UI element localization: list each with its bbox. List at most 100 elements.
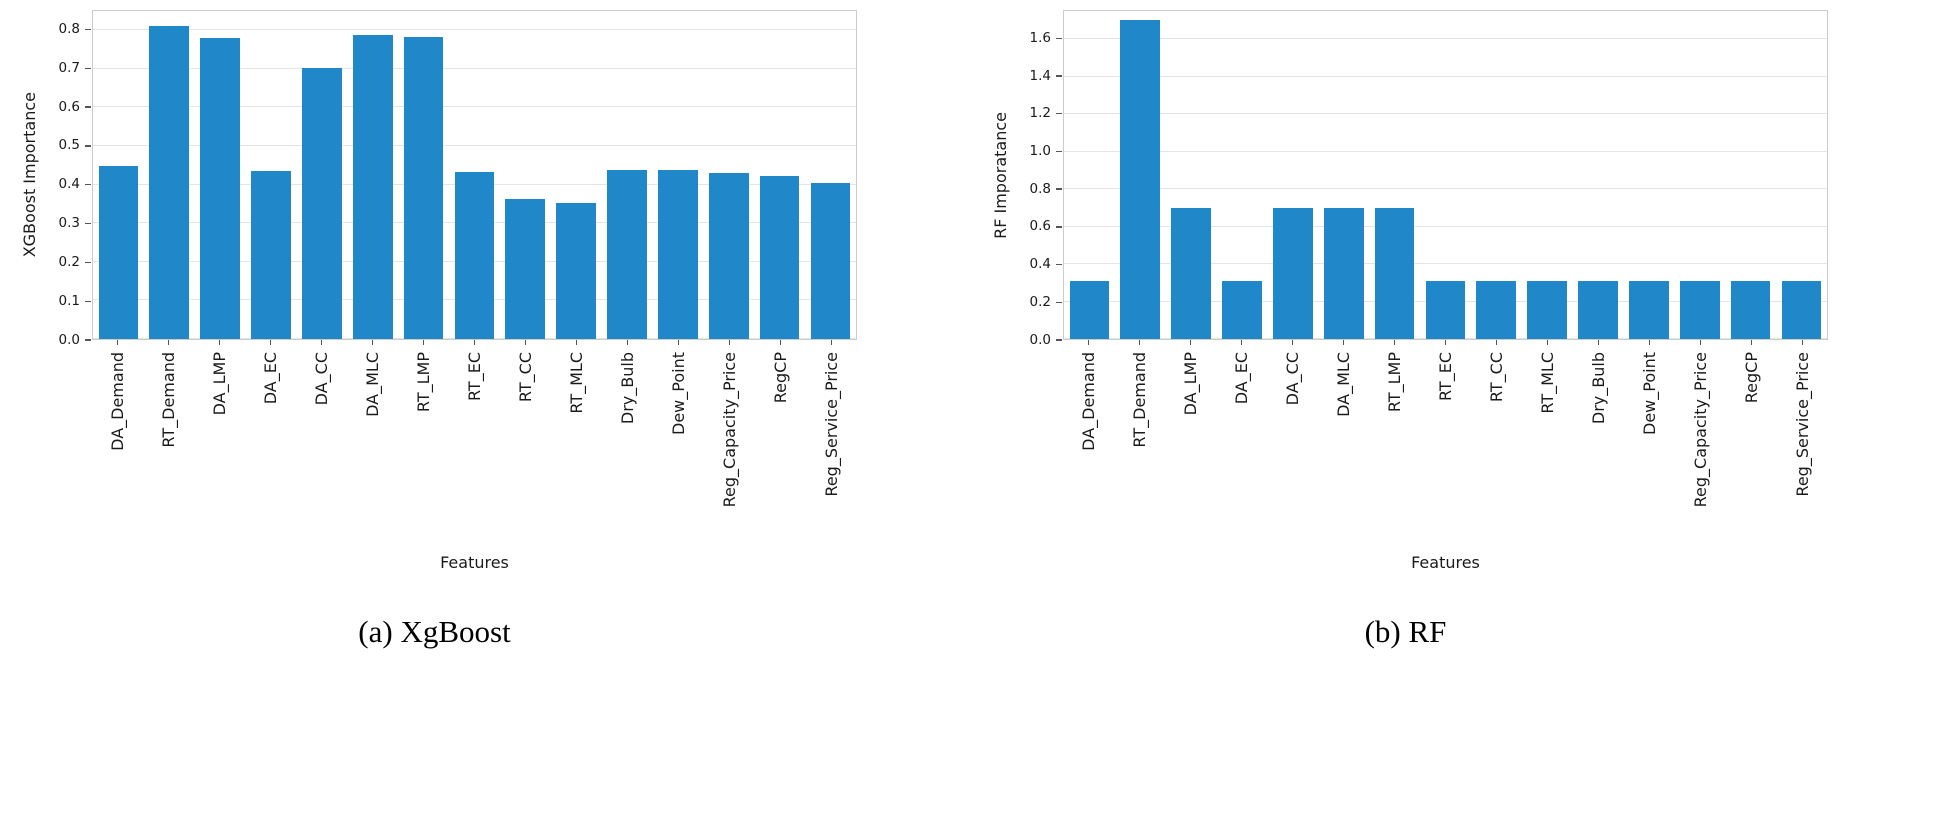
x-tick-mark bbox=[1495, 340, 1498, 345]
x-tick-mark bbox=[1444, 340, 1447, 345]
y-tick-mark bbox=[85, 261, 91, 264]
y-tick-label: 0.2 bbox=[1029, 293, 1051, 310]
x-tick-slot: RT_EC bbox=[1420, 340, 1471, 545]
x-tick-mark bbox=[371, 340, 374, 345]
x-tick-label: DA_CC bbox=[1282, 352, 1302, 406]
x-tick-slot: RegCP bbox=[1726, 340, 1777, 545]
x-tick-slot: RegCP bbox=[755, 340, 806, 545]
y-tick-mark bbox=[1056, 37, 1062, 39]
x-tick-label: DA_Demand bbox=[1078, 352, 1098, 451]
bar bbox=[149, 26, 190, 339]
bar-slot bbox=[754, 11, 805, 339]
gridline bbox=[93, 145, 856, 147]
y-tick-mark bbox=[85, 145, 91, 147]
bar-slot bbox=[93, 11, 144, 339]
y-axis-label-cell: RF Imporatance bbox=[983, 10, 1017, 340]
gridline bbox=[1064, 263, 1827, 265]
x-tick-slot: RT_CC bbox=[500, 340, 551, 545]
bar-slot bbox=[1318, 11, 1369, 339]
plot-area bbox=[1063, 10, 1828, 340]
x-tick-slot: Dry_Bulb bbox=[602, 340, 653, 545]
x-tick-mark bbox=[167, 340, 170, 345]
bar-slot bbox=[1267, 11, 1318, 339]
x-tick-mark bbox=[269, 340, 272, 345]
y-tick-mark bbox=[1056, 226, 1062, 228]
x-tick-label: DA_LMP bbox=[1180, 352, 1200, 416]
chart-grid: XGBoost Importance 0.0 0.1 0.2 0.3 0.4 0.5 0.6… bbox=[12, 10, 857, 572]
bar-slot bbox=[246, 11, 297, 339]
x-tick-label: RT_LMP bbox=[1384, 352, 1404, 413]
y-tick-label: 1.0 bbox=[1029, 142, 1051, 159]
gridline bbox=[93, 29, 856, 31]
y-tick-label: 0.0 bbox=[1029, 331, 1051, 348]
gridline bbox=[1064, 113, 1827, 115]
x-tick-label: RegCP bbox=[1741, 352, 1761, 404]
y-tick-mark bbox=[85, 184, 91, 186]
caption-xgboost: (a) XgBoost bbox=[358, 614, 511, 649]
bar-slot bbox=[347, 11, 398, 339]
bar-slot bbox=[1166, 11, 1217, 339]
bar bbox=[810, 182, 851, 339]
x-tick-label: Reg_Service_Price bbox=[1792, 352, 1812, 497]
bar bbox=[1323, 207, 1364, 339]
x-tick-slot: Reg_Service_Price bbox=[806, 340, 857, 545]
x-tick-slot: DA_CC bbox=[296, 340, 347, 545]
plot-area bbox=[92, 10, 857, 340]
bar-slot bbox=[449, 11, 500, 339]
bar bbox=[556, 203, 596, 339]
x-tick-mark bbox=[728, 340, 731, 345]
bar-slot bbox=[652, 11, 703, 339]
charts-row: XGBoost Importance 0.0 0.1 0.2 0.3 0.4 0.5 0.6… bbox=[12, 10, 1828, 650]
bar bbox=[1781, 280, 1822, 339]
x-tick-slot: Reg_Capacity_Price bbox=[704, 340, 755, 545]
x-tick-label: RT_EC bbox=[1435, 352, 1455, 402]
bar bbox=[1120, 20, 1161, 339]
x-tick-slot: Dew_Point bbox=[653, 340, 704, 545]
gridline bbox=[93, 106, 856, 108]
y-tick-label: 0.2 bbox=[58, 253, 80, 270]
y-tick-label: 1.6 bbox=[1029, 29, 1051, 46]
x-tick-slot: RT_Demand bbox=[143, 340, 194, 545]
x-tick-mark bbox=[1087, 340, 1090, 345]
x-tick-label: RT_CC bbox=[515, 352, 535, 403]
x-tick-slot: DA_EC bbox=[245, 340, 296, 545]
x-tick-slot: Dry_Bulb bbox=[1573, 340, 1624, 545]
x-tick-mark bbox=[473, 340, 476, 345]
x-tick-slot: DA_MLC bbox=[1318, 340, 1369, 545]
x-tick-mark bbox=[1240, 340, 1243, 345]
bar-slot bbox=[1623, 11, 1674, 339]
gridline bbox=[1064, 188, 1827, 190]
y-tick-label: 0.8 bbox=[58, 20, 80, 37]
y-axis: 0.0 0.2 0.4 0.6 0.8 1.0 1.2 1.4 1.6 bbox=[1017, 10, 1063, 346]
x-tick-label: RT_EC bbox=[464, 352, 484, 402]
y-tick-label: 0.5 bbox=[58, 137, 80, 154]
bar bbox=[658, 169, 698, 339]
figure-xgboost: XGBoost Importance 0.0 0.1 0.2 0.3 0.4 0.5 0.6… bbox=[12, 10, 857, 650]
y-tick-label: 0.6 bbox=[1029, 218, 1051, 235]
x-tick-slot: Dew_Point bbox=[1624, 340, 1675, 545]
y-tick-mark bbox=[85, 339, 91, 341]
bar-slot bbox=[1471, 11, 1522, 339]
bar-slot bbox=[1573, 11, 1624, 339]
y-tick-mark bbox=[85, 106, 91, 108]
y-tick-mark bbox=[1056, 113, 1062, 115]
bar-slot bbox=[1674, 11, 1725, 339]
x-tick-label: RT_MLC bbox=[1537, 352, 1557, 414]
x-tick-slot: DA_Demand bbox=[1063, 340, 1114, 545]
bar bbox=[98, 166, 139, 339]
bar bbox=[403, 36, 444, 339]
chart-grid: RF Imporatance 0.0 0.2 0.4 0.6 0.8 1.0 1.2 1.4 1… bbox=[983, 10, 1828, 572]
y-tick-mark bbox=[1056, 150, 1062, 153]
x-tick-label: RegCP bbox=[770, 352, 790, 404]
y-tick-label: 0.4 bbox=[58, 175, 80, 192]
bar bbox=[1476, 280, 1517, 339]
bar-slot bbox=[1064, 11, 1115, 339]
x-tick-mark bbox=[1597, 340, 1600, 345]
x-tick-mark bbox=[1138, 340, 1141, 345]
x-axis-label: Features bbox=[440, 553, 509, 572]
x-tick-mark bbox=[116, 340, 119, 345]
x-tick-mark bbox=[1750, 340, 1753, 345]
x-tick-label: DA_Demand bbox=[107, 352, 127, 451]
y-tick-mark bbox=[1056, 263, 1062, 266]
x-tick-label: DA_EC bbox=[1231, 352, 1251, 405]
